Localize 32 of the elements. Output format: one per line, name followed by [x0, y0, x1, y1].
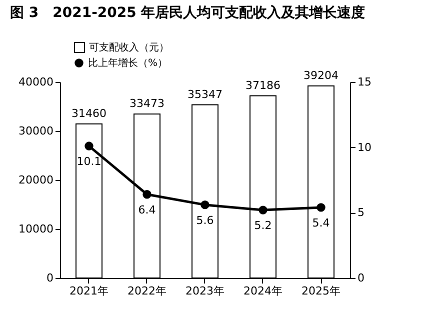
data-label: 33473	[130, 96, 164, 110]
data-label: 37186	[246, 78, 280, 92]
point	[200, 200, 210, 210]
data-label: 39204	[304, 68, 338, 82]
x-tick-label: 2022年	[128, 284, 166, 298]
y-tick-label: 20000	[18, 174, 54, 186]
y2-tick-label: 0	[358, 272, 364, 284]
legend-label: 可支配收入（元）	[89, 42, 169, 54]
y-tick-label: 10000	[18, 222, 54, 236]
y2-tick-label: 5	[358, 206, 364, 220]
data-label: 5.6	[196, 214, 214, 227]
data-label: 35347	[188, 88, 222, 101]
x-tick-label: 2021年	[70, 284, 108, 298]
point	[142, 190, 152, 199]
y2-tick-label: 15	[358, 76, 372, 88]
point	[84, 142, 94, 150]
point	[258, 206, 268, 214]
x-tick-label: 2025年	[302, 284, 340, 298]
legend-label: 比上年增长（%）	[88, 57, 168, 69]
data-label: 5.4	[312, 216, 330, 230]
y2-tick-label: 10	[358, 140, 372, 154]
data-label: 5.2	[254, 219, 272, 232]
x-tick-label: 2023年	[186, 284, 224, 298]
point	[316, 203, 326, 212]
y-tick-label: 30000	[18, 124, 54, 138]
x-tick-label: 2024年	[244, 284, 282, 298]
chart-title: 图 3 2021-2025 年居民人均可支配收入及其增长速度	[10, 4, 366, 21]
data-label: 6.4	[138, 203, 156, 216]
data-label: 10.1	[76, 155, 102, 168]
y-tick-label: 0	[46, 272, 54, 284]
y-tick-label: 40000	[18, 76, 54, 88]
data-label: 31460	[72, 106, 106, 120]
